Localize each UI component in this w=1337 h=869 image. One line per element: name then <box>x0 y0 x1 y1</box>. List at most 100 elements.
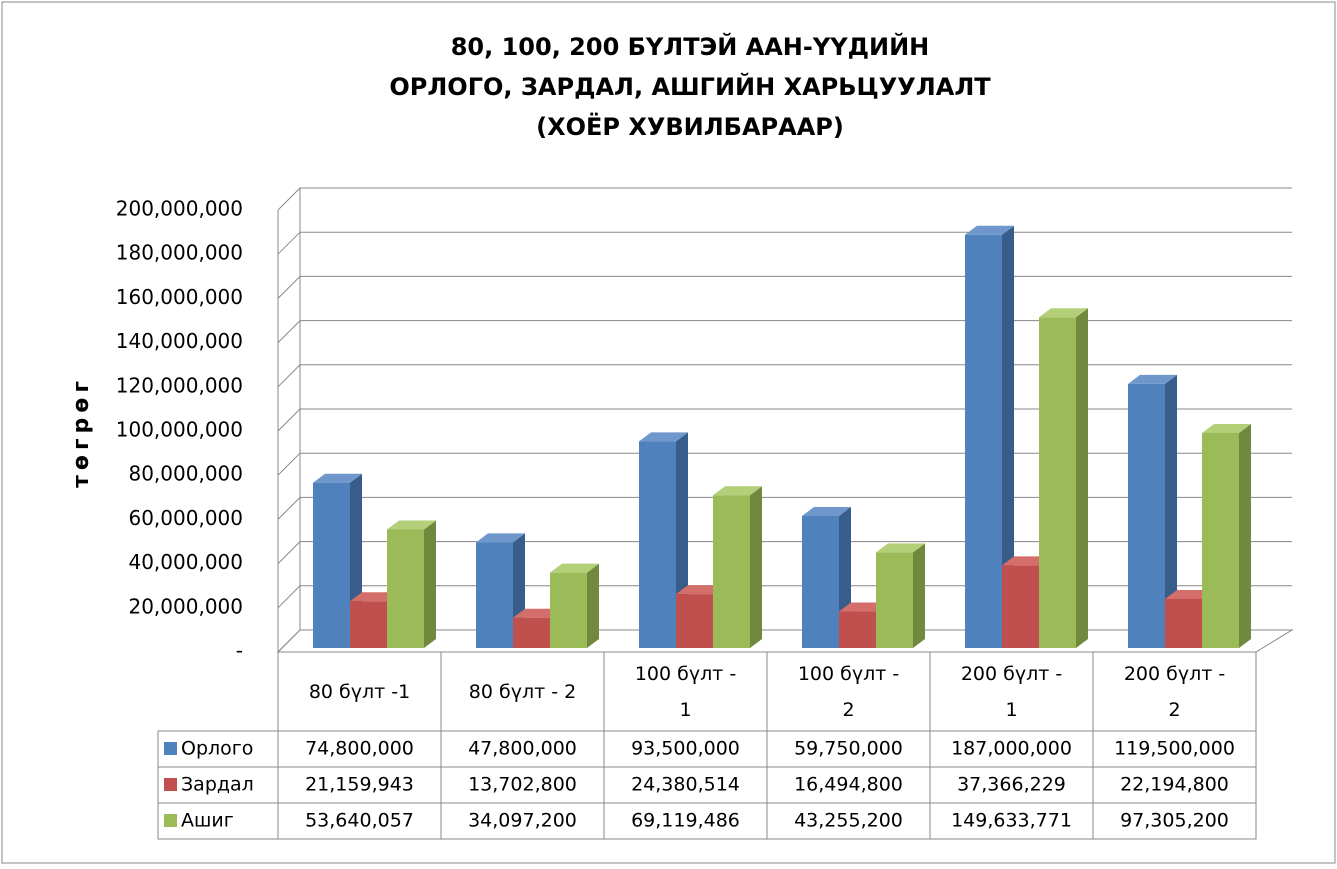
bar <box>839 611 876 648</box>
bar-top <box>313 473 362 483</box>
bar-top <box>713 486 762 496</box>
table-value: 53,640,057 <box>305 810 414 832</box>
table-value: 21,159,943 <box>305 774 414 796</box>
table-value: 97,305,200 <box>1120 810 1229 832</box>
table-value: 16,494,800 <box>794 774 903 796</box>
bar-side <box>1076 308 1088 648</box>
bar-top <box>802 506 851 516</box>
y-tick-label: - <box>236 639 243 663</box>
y-tick-label: 160,000,000 <box>116 285 243 309</box>
bar <box>550 572 587 648</box>
bar-top <box>1165 589 1214 599</box>
table-value: 187,000,000 <box>951 738 1072 760</box>
grid-line <box>277 585 1292 609</box>
table-value: 24,380,514 <box>631 774 740 796</box>
chart-title: 80, 100, 200 БҮЛТЭЙ ААН-ҮҮДИЙН <box>451 32 930 61</box>
bar <box>802 515 839 648</box>
bar <box>350 601 387 648</box>
legend-label: Орлого <box>181 738 253 760</box>
bar <box>965 234 1002 649</box>
legend-label: Ашиг <box>181 810 234 832</box>
bar-top <box>476 533 525 543</box>
chart-title: ОРЛОГО, ЗАРДАЛ, АШГИЙН ХАРЬЦУУЛАЛТ <box>389 72 991 101</box>
bar-side <box>1239 423 1251 648</box>
category-cell: 200 бүлт - 1 <box>930 652 1093 731</box>
y-axis-label: төгрөг <box>69 376 94 488</box>
x-tick-label: 80 бүлт -1 <box>308 680 411 703</box>
bar-side <box>1002 225 1014 649</box>
bar <box>676 594 713 648</box>
bar-top <box>550 563 599 573</box>
bar-top <box>350 592 399 602</box>
category-cell-box: 80 бүлт -1 <box>278 652 441 731</box>
y-tick-label: 60,000,000 <box>128 506 243 530</box>
grid-line <box>277 320 1292 343</box>
y-tick-label: 40,000,000 <box>128 550 243 574</box>
bar <box>1002 565 1039 648</box>
bar-top <box>639 432 688 442</box>
bar <box>639 441 676 648</box>
x-tick-label: 200 бүлт - 1 <box>960 662 1063 721</box>
y-tick-label: 200,000,000 <box>116 197 243 221</box>
x-tick-label: 100 бүлт - 1 <box>634 662 737 721</box>
table-value: 22,194,800 <box>1120 774 1229 796</box>
bar-top <box>876 543 925 553</box>
grid-line <box>277 275 1292 299</box>
category-cell: 80 бүлт -1 <box>278 652 441 731</box>
bar-side <box>750 486 762 648</box>
table-value: 119,500,000 <box>1114 738 1235 760</box>
y-tick-label: 180,000,000 <box>116 241 243 265</box>
y-tick-label: 140,000,000 <box>116 329 243 353</box>
bar-top <box>1039 308 1088 318</box>
grid-line <box>277 231 1292 255</box>
legend-swatch <box>164 778 177 791</box>
chart-title: (ХОЁР ХУВИЛБАРААР) <box>536 112 844 141</box>
x-tick-label: 80 бүлт - 2 <box>468 680 577 703</box>
grid-line <box>277 629 1292 653</box>
bar <box>313 482 350 648</box>
y-tick-label: 80,000,000 <box>128 462 243 486</box>
grid-line <box>277 452 1292 476</box>
table-value: 93,500,000 <box>631 738 740 760</box>
bar-top <box>1002 556 1051 566</box>
grid-line <box>277 187 1292 211</box>
bar-side <box>587 563 599 648</box>
bar-top <box>676 585 725 595</box>
legend-label: Зардал <box>181 774 254 796</box>
table-value: 47,800,000 <box>468 738 577 760</box>
grid-line <box>277 364 1292 388</box>
bar <box>513 617 550 648</box>
table-value: 149,633,771 <box>951 810 1072 832</box>
table-value: 37,366,229 <box>957 774 1066 796</box>
legend-swatch <box>164 742 177 755</box>
bar-side <box>913 543 925 648</box>
bar-top <box>1202 423 1251 433</box>
category-cell: 80 бүлт - 2 <box>441 652 604 731</box>
bar <box>1202 432 1239 648</box>
grid-line <box>277 408 1292 432</box>
grid-line <box>277 541 1292 564</box>
bar <box>713 495 750 648</box>
table-value: 34,097,200 <box>468 810 577 832</box>
table-value: 43,255,200 <box>794 810 903 832</box>
bar-top <box>387 520 436 530</box>
y-tick-label: 100,000,000 <box>116 418 243 442</box>
bar-top <box>513 608 562 618</box>
bar <box>876 552 913 648</box>
bar-top <box>1128 374 1177 384</box>
category-cell-box: 100 бүлт - 2 <box>767 652 930 731</box>
bar-side <box>424 520 436 648</box>
category-cell: 100 бүлт - 2 <box>767 652 930 731</box>
bar-side <box>1165 374 1177 648</box>
table-value: 69,119,486 <box>631 810 740 832</box>
category-cell-box: 80 бүлт - 2 <box>441 652 604 731</box>
category-cell-box: 200 бүлт - 2 <box>1093 652 1256 731</box>
bar <box>1128 383 1165 648</box>
category-cell: 200 бүлт - 2 <box>1093 652 1256 731</box>
bar <box>387 529 424 648</box>
category-cell-box: 200 бүлт - 1 <box>930 652 1093 731</box>
grid-line <box>277 496 1292 520</box>
table-value: 74,800,000 <box>305 738 414 760</box>
